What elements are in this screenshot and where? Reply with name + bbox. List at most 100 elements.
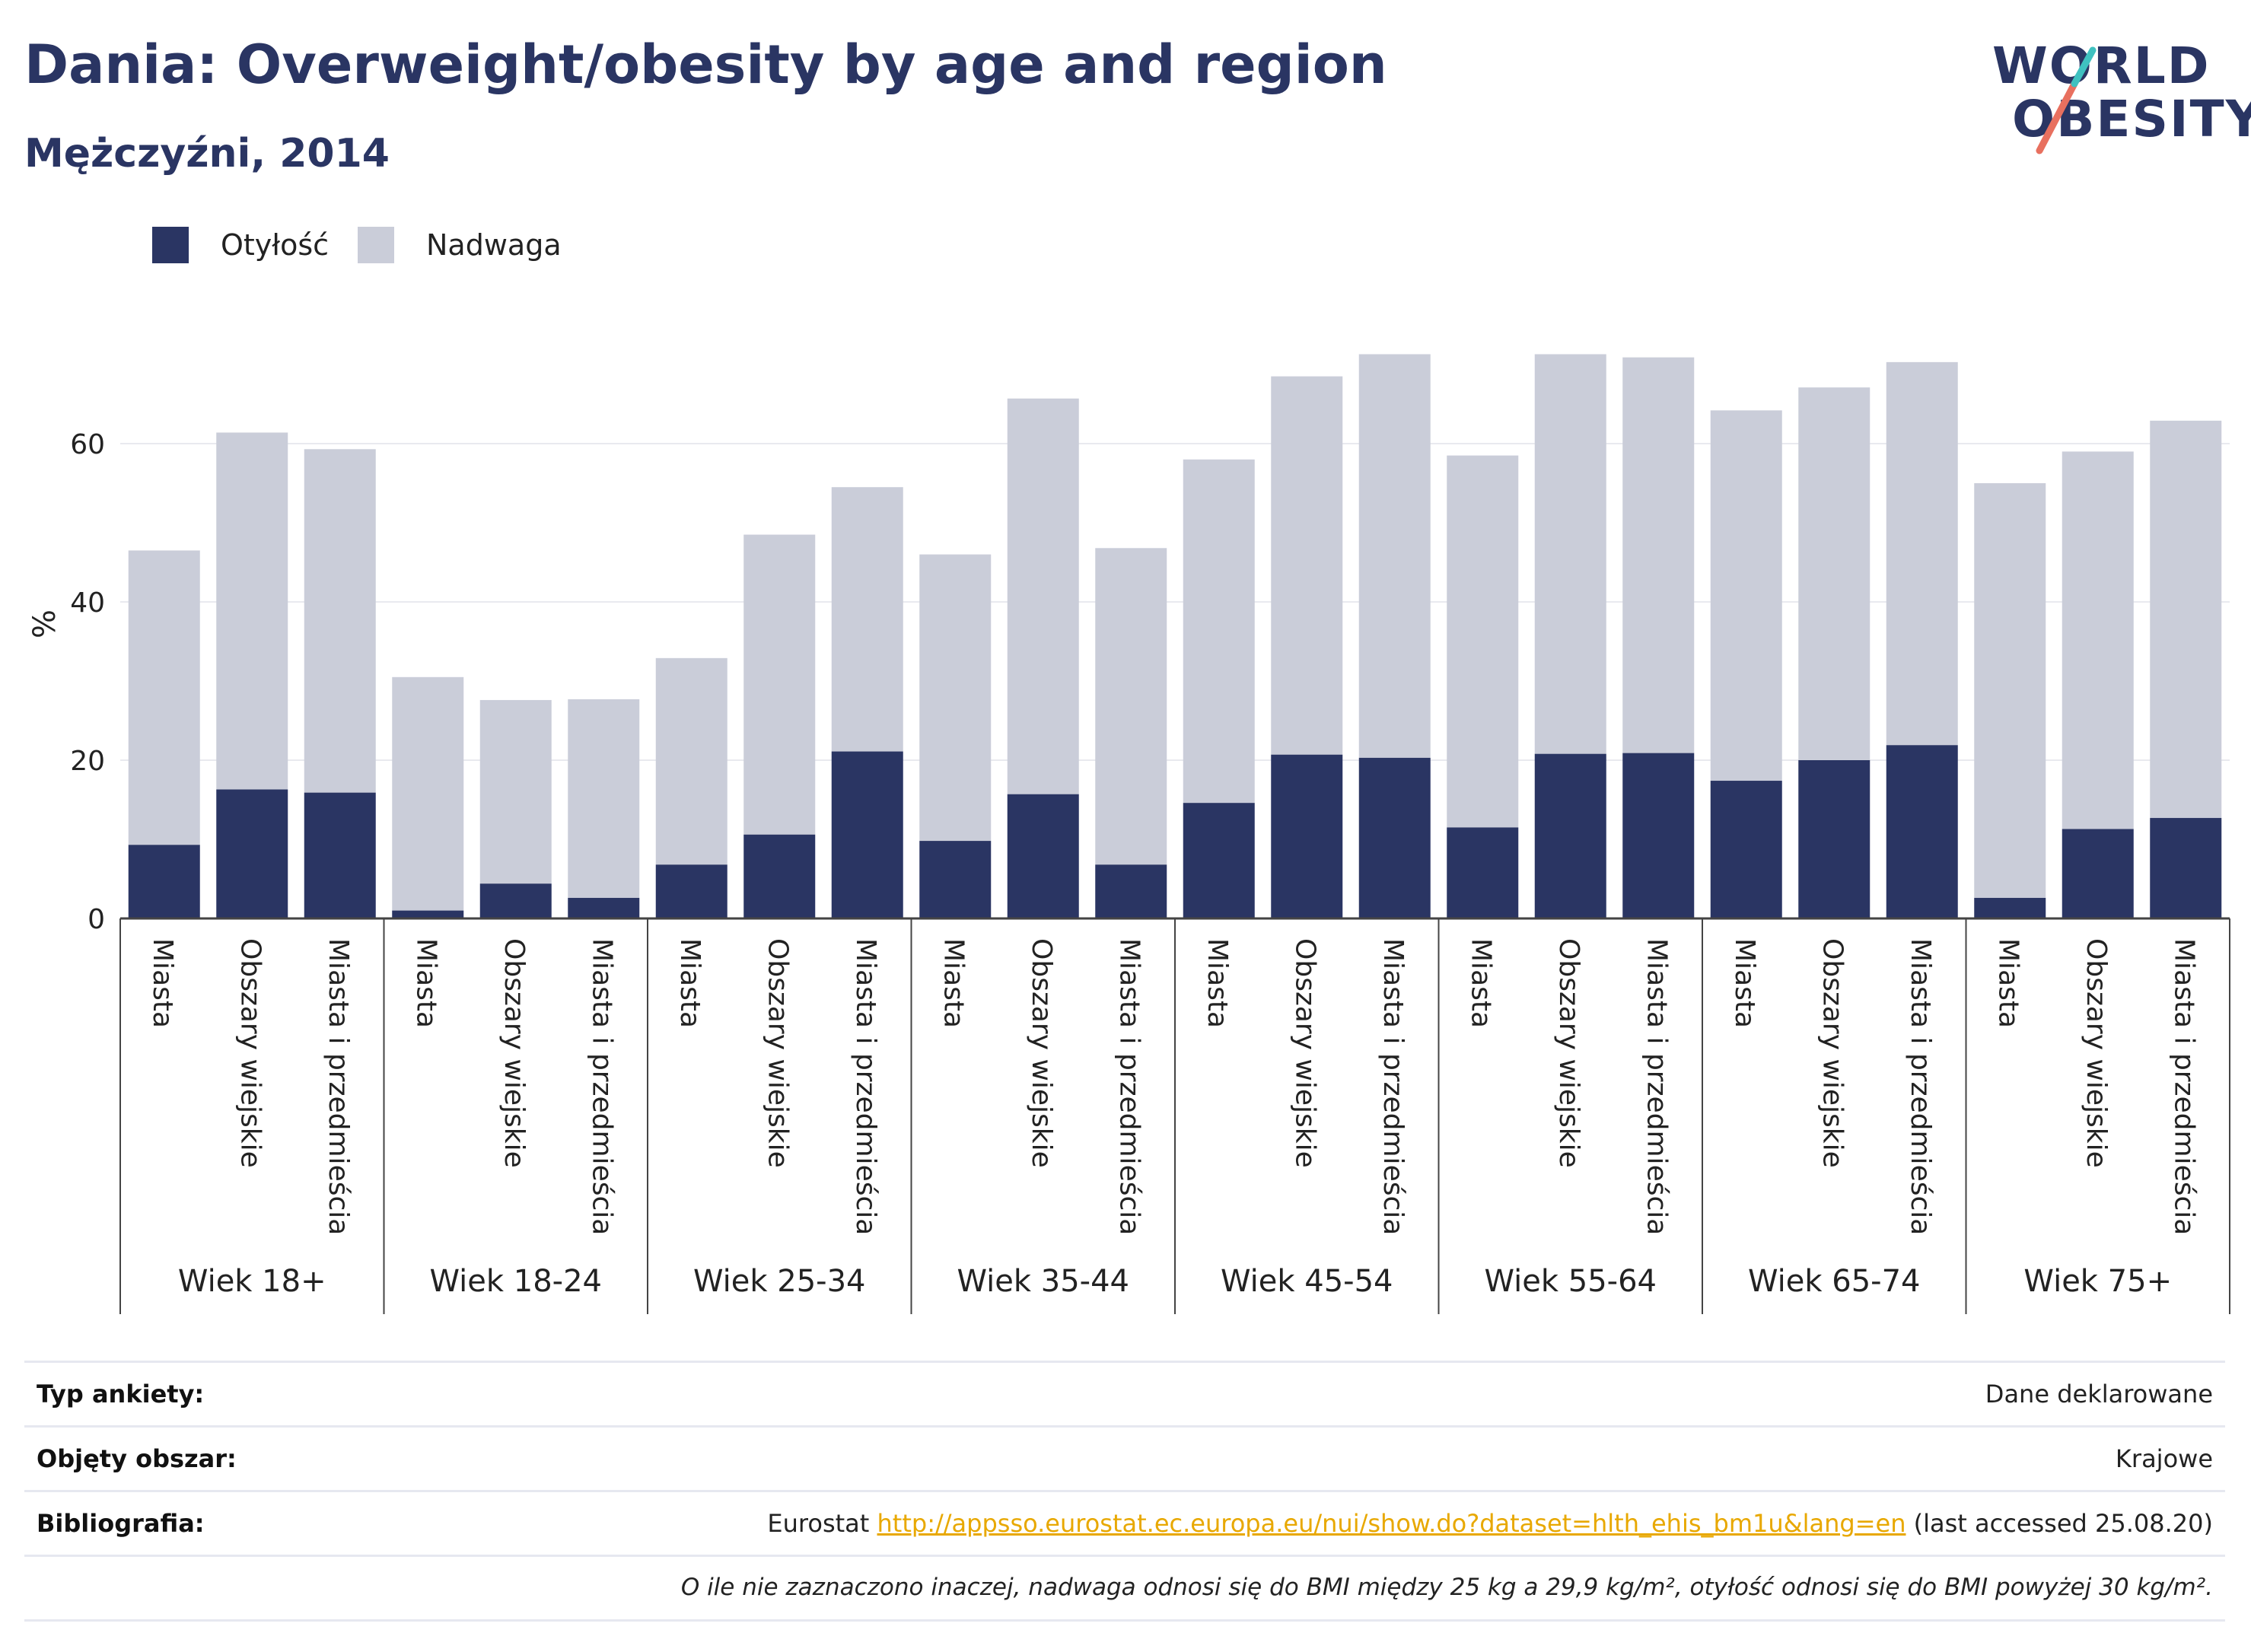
bar-obesity	[568, 897, 640, 918]
bar-obesity	[392, 910, 464, 918]
bar-obesity	[1534, 753, 1606, 918]
bar-obesity	[1710, 781, 1782, 918]
x-subcategory-label: Miasta i przedmieścia	[323, 938, 354, 1235]
x-subcategory-label: Miasta	[410, 938, 441, 1028]
bar-overweight	[128, 550, 200, 845]
stacked-bar-chart: 0 20 40 60% Miasta Obszary wiejskie Miasta i p…	[27, 354, 2230, 1314]
x-group-label: Wiek 18-24	[429, 1264, 602, 1299]
x-subcategory-label: Miasta	[1729, 938, 1760, 1028]
world-obesity-logo: WORLD OBESITY	[1979, 23, 2251, 160]
x-subcategory-label: Miasta	[147, 938, 178, 1028]
bar-obesity	[1622, 753, 1695, 918]
x-group-label: Wiek 75+	[2023, 1264, 2172, 1299]
bar-overweight	[216, 432, 288, 790]
x-subcategory-label: Miasta i przedmieścia	[1905, 938, 1936, 1235]
x-subcategory-label: Miasta i przedmieścia	[1113, 938, 1145, 1235]
y-axis-label: %	[27, 610, 62, 638]
y-tick-label: 0	[88, 904, 105, 935]
bar-overweight	[1271, 376, 1343, 755]
x-subcategory-label: Obszary wiejskie	[2081, 938, 2112, 1168]
bar-overweight	[2150, 420, 2222, 818]
x-subcategory-label: Miasta	[1465, 938, 1496, 1028]
bar-obesity	[1886, 745, 1958, 918]
x-subcategory-label: Miasta	[1992, 938, 2023, 1028]
bar-obesity	[1183, 803, 1255, 918]
bar-obesity	[128, 845, 200, 918]
x-subcategory-label: Miasta i przedmieścia	[850, 938, 881, 1235]
bar-overweight	[1095, 548, 1167, 865]
page-subtitle: Mężczyźni, 2014	[24, 131, 390, 177]
bar-overweight	[1886, 361, 1958, 746]
info-row-note: O ile nie zaznaczono inaczej, nadwaga od…	[24, 1555, 2225, 1622]
bar-obesity	[304, 792, 376, 918]
x-subcategory-label: Miasta i przedmieścia	[2168, 938, 2199, 1235]
x-subcategory-label: Obszary wiejskie	[1289, 938, 1320, 1168]
x-group-label: Wiek 45-54	[1221, 1264, 1393, 1299]
y-tick-label: 20	[70, 746, 105, 777]
bar-obesity	[1271, 754, 1343, 918]
legend-swatch-overweight	[358, 227, 394, 263]
area-label: Objęty obszar:	[37, 1444, 237, 1473]
bibliography-prefix: Eurostat	[767, 1509, 877, 1538]
bar-overweight	[1358, 354, 1431, 758]
x-group-label: Wiek 65-74	[1748, 1264, 1921, 1299]
x-subcategory-label: Obszary wiejskie	[498, 938, 530, 1168]
bar-obesity	[919, 841, 992, 918]
area-value: Krajowe	[2115, 1444, 2213, 1473]
x-subcategory-label: Miasta i przedmieścia	[1377, 938, 1409, 1235]
bar-overweight	[479, 699, 552, 884]
bibliography-label: Bibliografia:	[37, 1509, 205, 1538]
y-tick-label: 40	[70, 587, 105, 619]
bar-overweight	[1974, 483, 2046, 898]
page-title: Dania: Overweight/obesity by age and reg…	[24, 33, 1387, 96]
bibliography-value: Eurostat http://appsso.eurostat.ec.europ…	[767, 1509, 2213, 1538]
info-table: Typ ankiety: Dane deklarowane Objęty obs…	[24, 1361, 2225, 1622]
x-subcategory-label: Miasta i przedmieścia	[1641, 938, 1672, 1235]
x-subcategory-label: Miasta i przedmieścia	[586, 938, 617, 1235]
bar-obesity	[743, 834, 816, 918]
survey-type-value: Dane deklarowane	[1985, 1380, 2213, 1408]
x-subcategory-label: Miasta	[674, 938, 705, 1028]
bar-obesity	[2150, 817, 2222, 918]
bar-overweight	[1183, 459, 1255, 804]
logo-slash-icon	[2036, 46, 2097, 154]
x-subcategory-label: Miasta	[1202, 938, 1233, 1028]
bar-obesity	[2062, 829, 2134, 918]
bar-obesity	[655, 864, 728, 918]
bar-overweight	[1710, 410, 1782, 781]
bar-obesity	[1007, 794, 1079, 918]
logo-line-2: OBESITY	[2012, 90, 2251, 148]
x-subcategory-label: Obszary wiejskie	[1026, 938, 1057, 1168]
bar-overweight	[1798, 387, 1871, 760]
x-group-label: Wiek 25-34	[693, 1264, 866, 1299]
bar-overweight	[655, 657, 728, 865]
x-subcategory-label: Miasta	[938, 938, 969, 1028]
bar-overweight	[1007, 398, 1079, 794]
bar-obesity	[831, 751, 903, 918]
info-row-area: Objęty obszar: Krajowe	[24, 1425, 2225, 1490]
legend-label-obesity: Otyłość	[221, 228, 330, 262]
bar-overweight	[1622, 357, 1695, 753]
bibliography-link[interactable]: http://appsso.eurostat.ec.europa.eu/nui/…	[877, 1509, 1906, 1538]
legend-swatch-obesity	[152, 227, 189, 263]
x-subcategory-label: Obszary wiejskie	[234, 938, 266, 1168]
bar-overweight	[743, 534, 816, 835]
bar-overweight	[2062, 451, 2134, 829]
y-tick-label: 60	[70, 429, 105, 460]
bibliography-suffix: (last accessed 25.08.20)	[1906, 1509, 2213, 1538]
x-group-label: Wiek 35-44	[957, 1264, 1129, 1299]
logo-line-1: WORLD	[1992, 37, 2211, 95]
bar-obesity	[1095, 864, 1167, 918]
bar-overweight	[392, 676, 464, 911]
bar-overweight	[1447, 455, 1519, 828]
bar-obesity	[1447, 827, 1519, 918]
x-subcategory-label: Obszary wiejskie	[1553, 938, 1584, 1168]
bar-obesity	[216, 789, 288, 918]
bar-overweight	[304, 449, 376, 793]
legend-label-overweight: Nadwaga	[426, 228, 562, 262]
bar-overweight	[919, 554, 992, 842]
bar-overweight	[568, 699, 640, 898]
bar-overweight	[831, 487, 903, 752]
bmi-note: O ile nie zaznaczono inaczej, nadwaga od…	[680, 1574, 2213, 1601]
info-row-survey: Typ ankiety: Dane deklarowane	[24, 1361, 2225, 1425]
